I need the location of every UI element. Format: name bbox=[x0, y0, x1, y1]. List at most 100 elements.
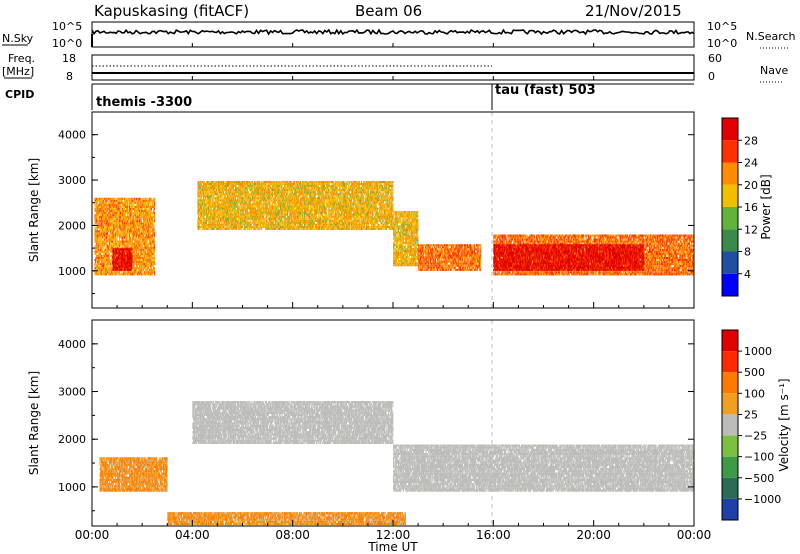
range-gate-cell bbox=[98, 212, 100, 215]
range-gate-cell bbox=[95, 267, 97, 270]
range-gate-cell bbox=[120, 205, 122, 208]
range-gate-cell bbox=[134, 267, 136, 270]
range-gate-cell bbox=[106, 205, 108, 208]
range-gate-cell bbox=[153, 259, 155, 262]
range-gate-cell bbox=[122, 208, 124, 211]
range-gate-cell bbox=[134, 210, 135, 213]
range-gate-cell bbox=[135, 208, 137, 211]
range-gate-cell bbox=[95, 222, 97, 225]
range-gate-cell bbox=[103, 236, 105, 239]
range-gate-cell bbox=[141, 228, 143, 231]
range-gate-cell bbox=[126, 244, 128, 247]
range-gate-cell bbox=[113, 250, 115, 253]
range-gate-cell bbox=[101, 238, 103, 241]
range-gate-cell bbox=[94, 250, 96, 253]
range-gate-cell bbox=[134, 212, 135, 215]
range-gate-cell bbox=[113, 210, 115, 213]
range-gate-cell bbox=[147, 216, 149, 219]
range-gate-cell bbox=[102, 214, 103, 217]
range-gate-cell bbox=[112, 262, 114, 265]
range-gate-cell bbox=[115, 210, 117, 213]
range-gate-cell bbox=[139, 261, 140, 264]
range-gate-cell bbox=[103, 210, 105, 213]
range-gate-cell bbox=[149, 226, 151, 229]
range-gate-cell bbox=[232, 215, 234, 218]
range-gate-cell bbox=[117, 254, 119, 257]
range-gate-cell bbox=[137, 244, 139, 247]
range-gate-cell bbox=[118, 271, 120, 274]
range-gate-cell bbox=[137, 271, 139, 274]
range-gate-cell bbox=[103, 197, 105, 200]
range-gate-cell bbox=[114, 232, 116, 235]
range-gate-cell bbox=[134, 230, 136, 233]
range-gate-cell bbox=[108, 208, 110, 211]
range-gate-cell bbox=[118, 252, 120, 255]
range-gate-cell bbox=[148, 222, 150, 225]
range-gate-cell bbox=[127, 238, 129, 241]
range-gate-cell bbox=[102, 263, 104, 266]
range-gate-cell bbox=[103, 212, 105, 215]
range-gate-cell bbox=[117, 212, 119, 215]
range-gate-cell bbox=[137, 252, 139, 255]
range-gate-cell bbox=[231, 197, 233, 200]
range-gate-cell bbox=[112, 234, 114, 237]
range-gate-cell bbox=[125, 203, 127, 206]
range-gate-cell bbox=[108, 210, 110, 213]
range-gate-cell bbox=[221, 201, 223, 204]
range-gate-cell bbox=[120, 260, 122, 263]
range-gate-cell bbox=[110, 248, 112, 251]
range-gate-cell bbox=[105, 232, 107, 235]
range-gate-cell bbox=[114, 197, 116, 200]
range-gate-cell bbox=[110, 216, 112, 219]
range-gate-cell bbox=[98, 234, 100, 237]
range-gate-cell bbox=[119, 230, 120, 233]
range-gate-cell bbox=[137, 232, 139, 235]
range-gate-cell bbox=[103, 271, 105, 274]
range-gate-cell bbox=[134, 212, 136, 215]
range-gate-cell bbox=[95, 267, 97, 270]
range-gate-cell bbox=[130, 250, 132, 253]
range-gate-cell bbox=[125, 230, 127, 233]
range-gate-cell bbox=[125, 218, 127, 221]
range-gate-cell bbox=[140, 220, 142, 223]
range-gate-cell bbox=[119, 197, 120, 200]
range-gate-cell bbox=[131, 273, 133, 276]
range-gate-cell bbox=[117, 205, 119, 208]
range-gate-cell bbox=[148, 205, 150, 208]
range-gate-cell bbox=[250, 221, 252, 224]
range-gate-cell bbox=[116, 203, 118, 206]
range-gate-cell bbox=[129, 210, 130, 213]
range-gate-cell bbox=[127, 216, 129, 219]
range-gate-cell bbox=[96, 271, 98, 274]
range-gate-cell bbox=[100, 248, 102, 251]
range-gate-cell bbox=[97, 236, 99, 239]
range-gate-cell bbox=[130, 264, 132, 267]
range-gate-cell bbox=[103, 238, 105, 241]
range-gate-cell bbox=[97, 222, 98, 225]
range-gate-cell bbox=[119, 264, 121, 267]
range-gate-cell bbox=[152, 212, 154, 215]
range-gate-cell bbox=[117, 220, 119, 223]
range-gate-cell bbox=[112, 260, 114, 263]
range-gate-cell bbox=[97, 205, 98, 208]
range-gate-cell bbox=[148, 234, 150, 237]
range-gate-cell bbox=[136, 201, 138, 204]
range-gate-cell bbox=[100, 226, 102, 229]
range-gate-cell bbox=[135, 197, 137, 200]
range-gate-cell bbox=[241, 195, 243, 198]
range-gate-cell bbox=[97, 246, 99, 249]
range-gate-cell bbox=[110, 254, 112, 257]
range-gate-cell bbox=[137, 224, 139, 227]
range-gate-cell bbox=[102, 222, 103, 225]
range-gate-cell bbox=[147, 228, 149, 231]
range-gate-cell bbox=[146, 242, 148, 245]
range-gate-cell bbox=[219, 221, 221, 224]
range-gate-cell bbox=[134, 234, 136, 237]
range-gate-cell bbox=[152, 220, 154, 223]
range-gate-cell bbox=[236, 185, 238, 188]
range-gate-cell bbox=[152, 232, 154, 235]
range-gate-cell bbox=[241, 211, 243, 214]
range-gate-cell bbox=[134, 205, 136, 208]
range-gate-cell bbox=[245, 199, 247, 202]
range-gate-cell bbox=[136, 267, 138, 270]
